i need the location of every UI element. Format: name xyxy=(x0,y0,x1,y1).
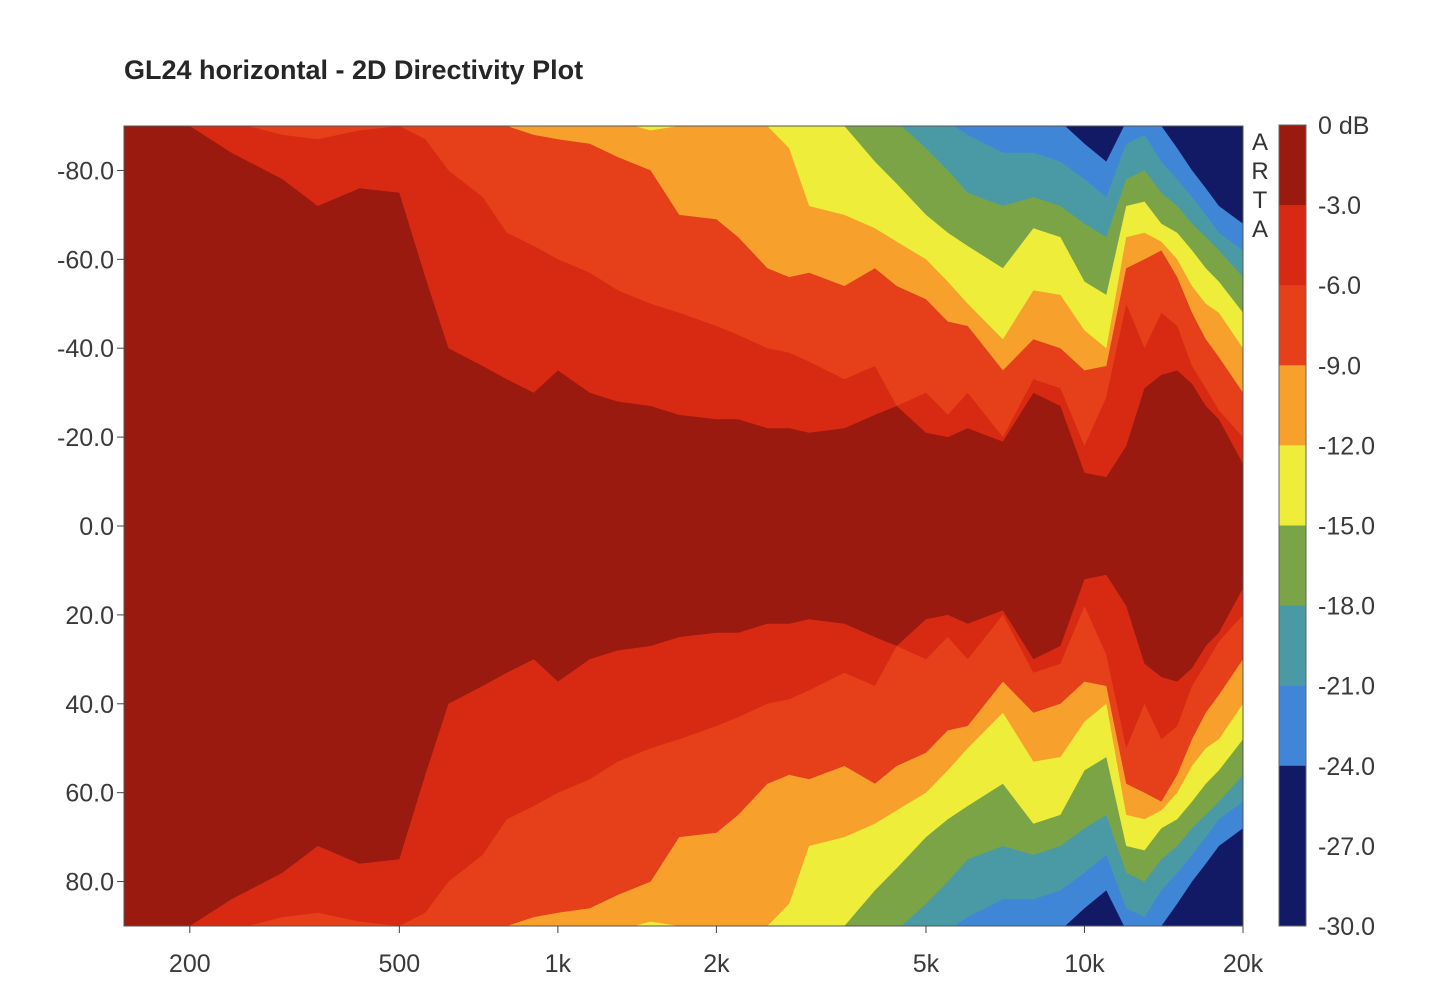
colorbar-label: -24.0 xyxy=(1318,753,1375,781)
colorbar-segment xyxy=(1279,765,1306,847)
colorbar-segment xyxy=(1279,605,1306,687)
y-tick-label: 20.0 xyxy=(65,602,114,630)
plot-area xyxy=(123,125,1244,927)
x-tick-label: 2k xyxy=(703,950,730,978)
colorbar-segment xyxy=(1279,445,1306,526)
y-tick-label: -20.0 xyxy=(57,424,114,452)
y-tick-label: -60.0 xyxy=(57,246,114,274)
x-tick-label: 10k xyxy=(1064,950,1105,978)
colorbar-segment xyxy=(1279,845,1306,927)
colorbar-segment xyxy=(1279,525,1306,607)
x-axis: 200 500 1k 2k 5k 10k 20k xyxy=(169,926,1264,978)
colorbar: 0 dB -3.0 -6.0 -9.0 -12.0 -15.0 -18.0 -21.0 -24.… xyxy=(1278,112,1375,941)
band-0-3db xyxy=(124,126,1243,926)
x-tick-label: 200 xyxy=(169,950,211,978)
colorbar-segment xyxy=(1279,125,1306,206)
y-tick-label: 80.0 xyxy=(65,869,114,897)
y-tick-label: -40.0 xyxy=(57,335,114,363)
chart-title: GL24 horizontal - 2D Directivity Plot xyxy=(124,55,583,85)
colorbar-label: -21.0 xyxy=(1318,673,1375,701)
colorbar-segment xyxy=(1279,285,1306,366)
watermark-letter: A xyxy=(1252,216,1268,243)
colorbar-label: -27.0 xyxy=(1318,833,1375,861)
colorbar-label: -30.0 xyxy=(1318,913,1375,941)
colorbar-label: 0 dB xyxy=(1318,112,1369,140)
watermark-letter: R xyxy=(1251,158,1268,185)
colorbar-segment xyxy=(1279,685,1306,767)
x-tick-label: 5k xyxy=(913,950,940,978)
colorbar-label: -15.0 xyxy=(1318,513,1375,541)
colorbar-segment xyxy=(1279,365,1306,446)
y-tick-label: 60.0 xyxy=(65,780,114,808)
colorbar-segment xyxy=(1279,205,1306,286)
y-tick-label: -80.0 xyxy=(57,157,114,185)
colorbar-label: -12.0 xyxy=(1318,432,1375,460)
x-tick-label: 500 xyxy=(378,950,420,978)
colorbar-label: -9.0 xyxy=(1318,352,1361,380)
watermark-letter: T xyxy=(1253,187,1268,214)
watermark-letter: A xyxy=(1252,129,1268,156)
x-tick-label: 1k xyxy=(545,950,572,978)
x-tick-label: 20k xyxy=(1223,950,1264,978)
colorbar-label: -6.0 xyxy=(1318,272,1361,300)
y-tick-label: 0.0 xyxy=(79,513,114,541)
colorbar-frame xyxy=(1278,124,1307,927)
y-axis: -80.0 -60.0 -40.0 -20.0 0.0 20.0 40.0 60.0 80.0 xyxy=(57,157,124,897)
colorbar-label: -18.0 xyxy=(1318,593,1375,621)
y-tick-label: 40.0 xyxy=(65,691,114,719)
contour-bands xyxy=(124,126,1243,926)
colorbar-label: -3.0 xyxy=(1318,192,1361,220)
